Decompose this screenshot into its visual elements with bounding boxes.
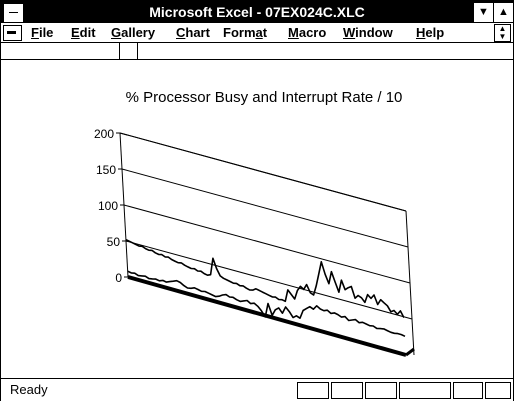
menu-help[interactable]: Help: [416, 25, 445, 40]
window-title: Microsoft Excel - 07EX024C.XLC: [149, 4, 365, 20]
gridline: [121, 168, 409, 248]
status-indicator-2: [331, 382, 363, 399]
document-control-button[interactable]: [3, 25, 22, 41]
status-indicator-3: [365, 382, 397, 399]
status-indicator-5: [453, 382, 483, 399]
menu-file[interactable]: File: [31, 25, 54, 40]
minimize-icon: ▼: [478, 6, 489, 18]
y-tick-label: 150: [96, 163, 116, 177]
menu-format[interactable]: Format: [223, 25, 268, 40]
status-indicator-1: [297, 382, 329, 399]
menu-edit[interactable]: Edit: [71, 25, 96, 40]
menu-macro[interactable]: Macro: [288, 25, 327, 40]
gridline: [123, 204, 411, 284]
system-menu-button[interactable]: [3, 3, 24, 23]
menu-bar: File Edit Gallery Chart Format Macro Window Hel…: [1, 23, 513, 43]
system-menu-icon: [8, 11, 19, 14]
chart-svg[interactable]: % Processor Busy and Interrupt Rate / 10…: [1, 60, 513, 378]
status-indicator-4: [399, 382, 451, 399]
menu-gallery[interactable]: Gallery: [111, 25, 156, 40]
maximize-icon: ▲: [498, 6, 509, 18]
menu-window[interactable]: Window: [343, 25, 393, 40]
minimize-button[interactable]: ▼: [473, 2, 494, 23]
chart-area[interactable]: % Processor Busy and Interrupt Rate / 10…: [1, 60, 513, 378]
maximize-button[interactable]: ▲: [493, 2, 514, 23]
title-bar[interactable]: Microsoft Excel - 07EX024C.XLC ▼ ▲: [1, 1, 514, 23]
restore-icon: ▲ ▼: [498, 24, 507, 41]
formula-input[interactable]: [137, 43, 513, 59]
y-axis: [119, 132, 129, 278]
y-tick-label: 200: [94, 127, 114, 141]
status-indicator-6: [485, 382, 511, 399]
restore-button[interactable]: ▲ ▼: [494, 24, 511, 42]
document-control-icon: [7, 31, 16, 34]
chart-title: % Processor Busy and Interrupt Rate / 10: [126, 89, 403, 106]
y-tick-label: 50: [107, 235, 121, 249]
series-line-1: [125, 238, 405, 318]
gridline: [119, 132, 407, 212]
status-bar: Ready: [1, 378, 513, 401]
y-tick-label: 0: [115, 271, 122, 285]
floor-corner: [405, 347, 415, 357]
series-line-2: [127, 270, 406, 338]
floor-edge: [127, 275, 407, 357]
name-box[interactable]: [1, 43, 120, 59]
y-tick-label: 100: [98, 199, 118, 213]
formula-bar: [1, 43, 513, 60]
status-text: Ready: [10, 382, 48, 397]
menu-chart[interactable]: Chart: [176, 25, 210, 40]
formula-bar-button[interactable]: [119, 43, 138, 59]
gridline: [125, 240, 413, 320]
